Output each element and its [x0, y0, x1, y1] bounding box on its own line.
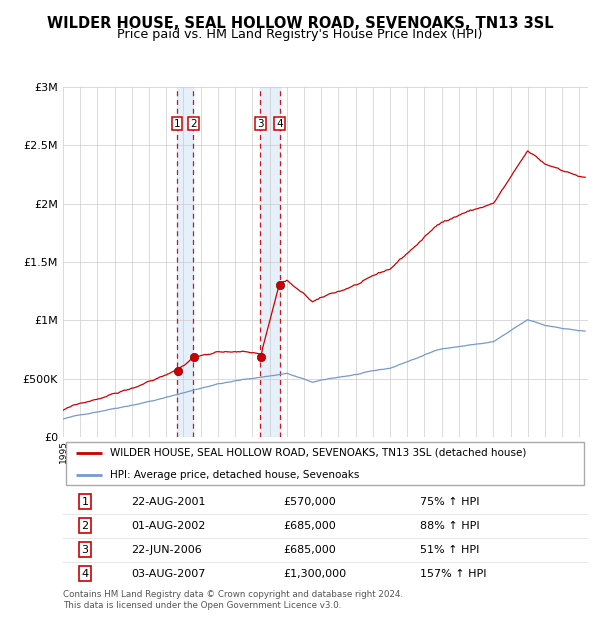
Text: 75% ↑ HPI: 75% ↑ HPI	[420, 497, 479, 507]
Text: WILDER HOUSE, SEAL HOLLOW ROAD, SEVENOAKS, TN13 3SL: WILDER HOUSE, SEAL HOLLOW ROAD, SEVENOAK…	[47, 16, 553, 31]
Text: 2: 2	[190, 118, 197, 128]
Text: 01-AUG-2002: 01-AUG-2002	[131, 521, 206, 531]
Text: 22-JUN-2006: 22-JUN-2006	[131, 545, 202, 555]
Text: 03-AUG-2007: 03-AUG-2007	[131, 569, 206, 579]
Text: 88% ↑ HPI: 88% ↑ HPI	[420, 521, 479, 531]
Text: 22-AUG-2001: 22-AUG-2001	[131, 497, 206, 507]
Text: 3: 3	[82, 545, 89, 555]
Text: £685,000: £685,000	[284, 545, 336, 555]
Text: 1: 1	[82, 497, 89, 507]
Text: WILDER HOUSE, SEAL HOLLOW ROAD, SEVENOAKS, TN13 3SL (detached house): WILDER HOUSE, SEAL HOLLOW ROAD, SEVENOAK…	[110, 448, 527, 458]
Text: Price paid vs. HM Land Registry's House Price Index (HPI): Price paid vs. HM Land Registry's House …	[118, 28, 482, 41]
Text: 4: 4	[82, 569, 89, 579]
Text: 157% ↑ HPI: 157% ↑ HPI	[420, 569, 487, 579]
Text: HPI: Average price, detached house, Sevenoaks: HPI: Average price, detached house, Seve…	[110, 470, 359, 480]
Text: 51% ↑ HPI: 51% ↑ HPI	[420, 545, 479, 555]
Text: £685,000: £685,000	[284, 521, 336, 531]
Text: Contains HM Land Registry data © Crown copyright and database right 2024.
This d: Contains HM Land Registry data © Crown c…	[63, 590, 403, 609]
FancyBboxPatch shape	[65, 442, 584, 485]
Bar	[260, 87, 280, 437]
Text: 1: 1	[174, 118, 181, 128]
Text: 4: 4	[276, 118, 283, 128]
Bar	[177, 87, 193, 437]
Text: £1,300,000: £1,300,000	[284, 569, 347, 579]
Text: 2: 2	[82, 521, 89, 531]
Text: £570,000: £570,000	[284, 497, 336, 507]
Text: 3: 3	[257, 118, 264, 128]
